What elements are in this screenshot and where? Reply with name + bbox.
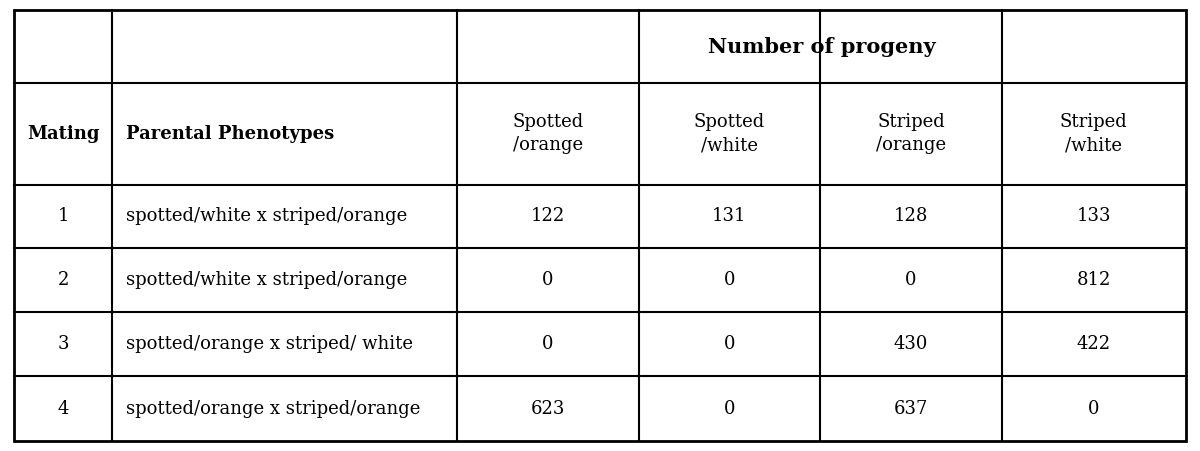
Text: 131: 131 — [712, 207, 746, 226]
Text: spotted/orange x striped/orange: spotted/orange x striped/orange — [126, 400, 420, 418]
Text: 812: 812 — [1076, 271, 1111, 289]
Text: 0: 0 — [542, 335, 553, 353]
Text: 0: 0 — [905, 271, 917, 289]
Text: 637: 637 — [894, 400, 928, 418]
Text: Mating: Mating — [26, 125, 100, 143]
Text: 0: 0 — [542, 271, 553, 289]
Text: 1: 1 — [58, 207, 68, 226]
Text: Spotted
/orange: Spotted /orange — [512, 114, 583, 154]
Text: 128: 128 — [894, 207, 928, 226]
Text: 133: 133 — [1076, 207, 1111, 226]
Text: 0: 0 — [724, 271, 736, 289]
Text: 0: 0 — [724, 335, 736, 353]
Text: 0: 0 — [724, 400, 736, 418]
Text: spotted/white x striped/orange: spotted/white x striped/orange — [126, 207, 407, 226]
Text: Spotted
/white: Spotted /white — [694, 114, 766, 154]
Text: 623: 623 — [530, 400, 565, 418]
Text: 2: 2 — [58, 271, 68, 289]
Text: Number of progeny: Number of progeny — [708, 37, 935, 56]
Text: 422: 422 — [1076, 335, 1111, 353]
Text: spotted/orange x striped/ white: spotted/orange x striped/ white — [126, 335, 413, 353]
Text: 122: 122 — [530, 207, 565, 226]
Text: 4: 4 — [58, 400, 68, 418]
Text: 0: 0 — [1088, 400, 1099, 418]
Text: 3: 3 — [58, 335, 68, 353]
Text: Striped
/orange: Striped /orange — [876, 114, 946, 154]
Text: Striped
/white: Striped /white — [1060, 114, 1128, 154]
Text: Parental Phenotypes: Parental Phenotypes — [126, 125, 335, 143]
Text: 430: 430 — [894, 335, 928, 353]
Text: spotted/white x striped/orange: spotted/white x striped/orange — [126, 271, 407, 289]
